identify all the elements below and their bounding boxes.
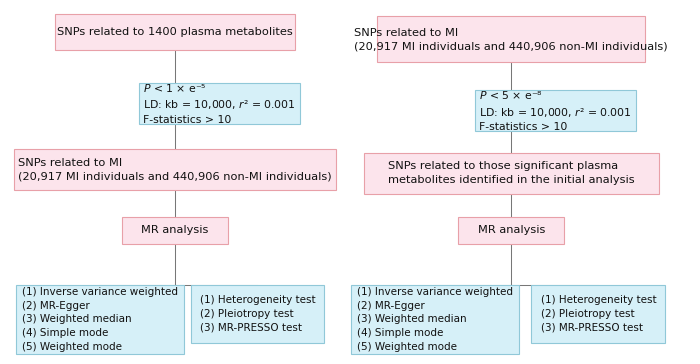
FancyBboxPatch shape (475, 90, 636, 131)
FancyBboxPatch shape (139, 83, 300, 124)
FancyBboxPatch shape (458, 217, 564, 244)
FancyBboxPatch shape (14, 149, 336, 190)
FancyBboxPatch shape (377, 16, 645, 63)
FancyBboxPatch shape (15, 285, 183, 354)
Text: (1) Inverse variance weighted
(2) MR-Egger
(3) Weighted median
(4) Simple mode
(: (1) Inverse variance weighted (2) MR-Egg… (22, 287, 178, 352)
FancyBboxPatch shape (531, 285, 665, 343)
Text: $P$ < 5 × e⁻⁸
LD: kb = 10,000, $r$² = 0.001
F-statistics > 10: $P$ < 5 × e⁻⁸ LD: kb = 10,000, $r$² = 0.… (480, 89, 632, 132)
Text: SNPs related to those significant plasma
metabolites identified in the initial a: SNPs related to those significant plasma… (388, 161, 634, 185)
Text: (1) Inverse variance weighted
(2) MR-Egger
(3) Weighted median
(4) Simple mode
(: (1) Inverse variance weighted (2) MR-Egg… (357, 287, 513, 352)
Text: $P$ < 1 × e⁻⁵
LD: kb = 10,000, $r$² = 0.001
F-statistics > 10: $P$ < 1 × e⁻⁵ LD: kb = 10,000, $r$² = 0.… (144, 82, 296, 125)
Text: SNPs related to 1400 plasma metabolites: SNPs related to 1400 plasma metabolites (57, 27, 293, 37)
FancyBboxPatch shape (364, 153, 659, 194)
FancyBboxPatch shape (190, 285, 324, 343)
FancyBboxPatch shape (55, 14, 295, 50)
Text: MR analysis: MR analysis (477, 225, 545, 235)
Text: SNPs related to MI
(20,917 MI individuals and 440,906 non-MI individuals): SNPs related to MI (20,917 MI individual… (354, 28, 668, 51)
Text: SNPs related to MI
(20,917 MI individuals and 440,906 non-MI individuals): SNPs related to MI (20,917 MI individual… (18, 158, 332, 181)
Text: (1) Heterogeneity test
(2) Pleiotropy test
(3) MR-PRESSO test: (1) Heterogeneity test (2) Pleiotropy te… (540, 296, 656, 333)
Text: MR analysis: MR analysis (141, 225, 209, 235)
Text: (1) Heterogeneity test
(2) Pleiotropy test
(3) MR-PRESSO test: (1) Heterogeneity test (2) Pleiotropy te… (199, 296, 315, 333)
FancyBboxPatch shape (122, 217, 228, 244)
FancyBboxPatch shape (351, 285, 519, 354)
